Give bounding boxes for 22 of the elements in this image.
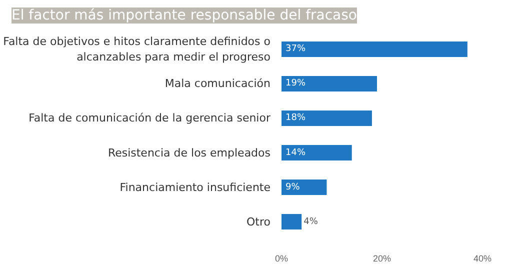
bar — [282, 180, 327, 196]
y-tick-label: Mala comunicación — [164, 77, 271, 90]
data-label: 9% — [286, 182, 300, 192]
bar — [282, 41, 468, 57]
data-label: 19% — [286, 78, 306, 89]
bar — [282, 214, 302, 230]
data-label: 4% — [304, 216, 318, 227]
x-tick-label: 0% — [274, 254, 288, 264]
y-tick-label: Otro — [246, 215, 271, 228]
data-label: 18% — [286, 113, 306, 124]
data-label: 37% — [286, 44, 306, 54]
data-label: 14% — [286, 148, 306, 158]
x-tick-label: 40% — [473, 254, 492, 264]
x-tick-label: 20% — [372, 254, 392, 264]
bar — [282, 76, 377, 92]
y-tick-label: Falta de objetivos e hitos claramente definidos o alcanzables para medir el progreso — [3, 34, 271, 64]
bar — [282, 110, 372, 126]
chart-title: El factor más importante responsable del fracaso — [12, 8, 357, 24]
y-tick-label: Financiamiento insuficiente — [120, 180, 271, 194]
bar — [282, 144, 352, 161]
y-tick-label: Falta de comunicación de la gerencia senior — [28, 112, 271, 125]
y-tick-label: Resistencia de los empleados — [108, 146, 271, 160]
